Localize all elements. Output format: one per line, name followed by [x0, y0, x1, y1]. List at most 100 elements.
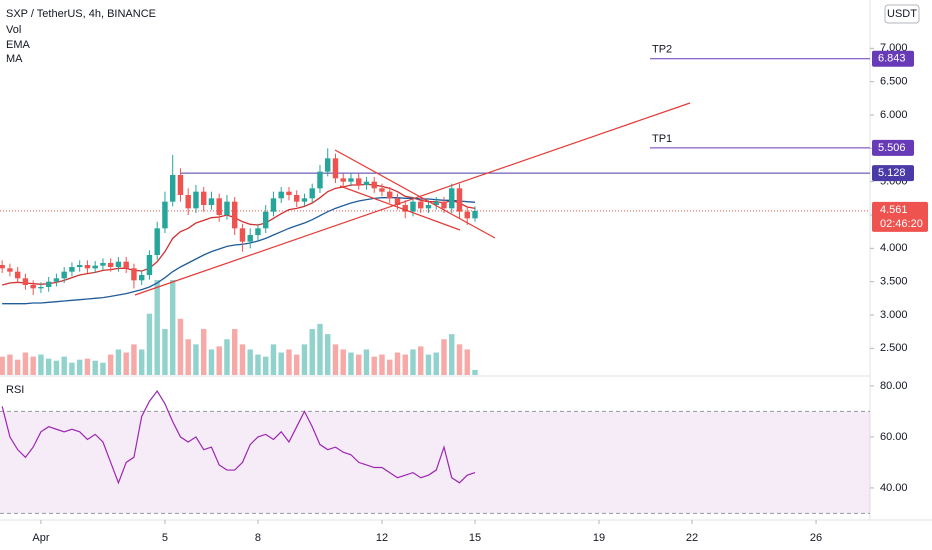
volume-bar [61, 356, 67, 375]
volume-bar [0, 356, 5, 375]
candle-body [363, 181, 370, 185]
volume-bar [185, 339, 191, 375]
volume-bar [154, 280, 160, 375]
candle-body [278, 191, 284, 199]
volume-bar [356, 354, 362, 375]
volume-bar [425, 354, 432, 375]
rsi-line [1, 389, 476, 485]
rsi-tick-label: 40.00 [880, 482, 908, 494]
last-price-box [872, 201, 928, 232]
candle-body [294, 195, 300, 202]
candle-body [45, 281, 52, 287]
y-tick-label: 6.000 [880, 109, 908, 121]
price-line-name: TP1 [652, 133, 672, 145]
volume-bar [84, 358, 91, 375]
volume-bar [169, 280, 176, 375]
candle-body [348, 178, 354, 182]
y-tick-label: 6.500 [880, 76, 908, 88]
candle-body [394, 198, 401, 205]
volume-bar [332, 344, 339, 375]
y-tick-label: 2.500 [880, 342, 908, 354]
candle-body [239, 228, 246, 242]
candle-body [162, 201, 168, 229]
candle-body [325, 158, 331, 172]
candle-body [464, 211, 470, 219]
candle-body [38, 287, 44, 289]
x-tick-label: 22 [686, 532, 698, 544]
candle-body [402, 205, 408, 212]
volume-bar [239, 344, 246, 375]
volume-bar [231, 329, 238, 375]
price-line-box [872, 139, 914, 156]
legend-ema: EMA [6, 39, 31, 51]
volume-bar [200, 329, 207, 375]
candle-body [340, 178, 346, 182]
candle-body [177, 175, 184, 195]
volume-bar [317, 323, 323, 375]
rsi-title: RSI [6, 384, 24, 396]
currency-box[interactable] [884, 4, 920, 24]
volume-bar [247, 349, 253, 375]
volume-bar [363, 349, 370, 375]
rsi-tick-label: 80.00 [880, 380, 908, 392]
candle-body [100, 263, 106, 266]
candle-body [301, 198, 308, 202]
volume-bar [138, 349, 145, 375]
volume-bar [472, 369, 478, 375]
volume-bar [255, 354, 261, 375]
trend-line [134, 102, 691, 296]
ma-line [2, 183, 476, 286]
ma-line [2, 197, 476, 305]
candle-body [69, 267, 75, 272]
price-line-name: TP2 [652, 44, 672, 56]
volume-bar [418, 346, 424, 375]
volume-bar [76, 359, 83, 375]
candle-body [14, 271, 21, 279]
volume-bar [177, 318, 184, 375]
currency[interactable]: USDT [887, 8, 917, 20]
channel-line [339, 185, 461, 231]
volume-bar [294, 354, 300, 375]
legend-volume: Vol [6, 24, 21, 36]
trend-lines [134, 102, 691, 296]
y-tick-label: 3.000 [880, 309, 908, 321]
candle-body [216, 198, 222, 215]
price-line-label: 5.506 [878, 142, 906, 154]
volume-bar [14, 359, 21, 375]
volume-bar [394, 352, 401, 375]
volume-bar [208, 349, 215, 375]
candle-body [169, 175, 176, 202]
volume-bar [340, 349, 346, 375]
volume-bar [301, 344, 308, 375]
volume-bar [387, 359, 393, 375]
volume-bar [193, 344, 199, 375]
candle-body [449, 188, 455, 209]
candle-body [286, 191, 292, 195]
volume-bar [379, 354, 385, 375]
candle-body [115, 261, 122, 267]
x-tick-label: 15 [469, 532, 481, 544]
volume-bar [456, 344, 463, 375]
candle-body [472, 210, 478, 219]
candle-body [30, 285, 36, 289]
volume-bar [38, 354, 44, 375]
volume-bar [131, 344, 137, 375]
price-line-box [872, 50, 914, 67]
countdown: 02:46:20 [880, 218, 923, 230]
candle-body [332, 158, 339, 179]
volume-bar [30, 356, 36, 375]
x-tick-label: 12 [376, 532, 388, 544]
candle-body [262, 211, 269, 229]
chart-title: SXP / TetherUS, 4h, BINANCE [6, 8, 156, 20]
volume-bar [402, 354, 408, 375]
volume-bar [146, 313, 153, 375]
candle-body [123, 261, 129, 269]
candle-body [309, 188, 315, 199]
candle-body [231, 201, 238, 229]
candle-body [185, 195, 191, 209]
price-line-label: 5.128 [878, 167, 906, 179]
candle-body [154, 228, 160, 255]
rsi-band [0, 411, 870, 514]
candle-body [208, 198, 215, 205]
